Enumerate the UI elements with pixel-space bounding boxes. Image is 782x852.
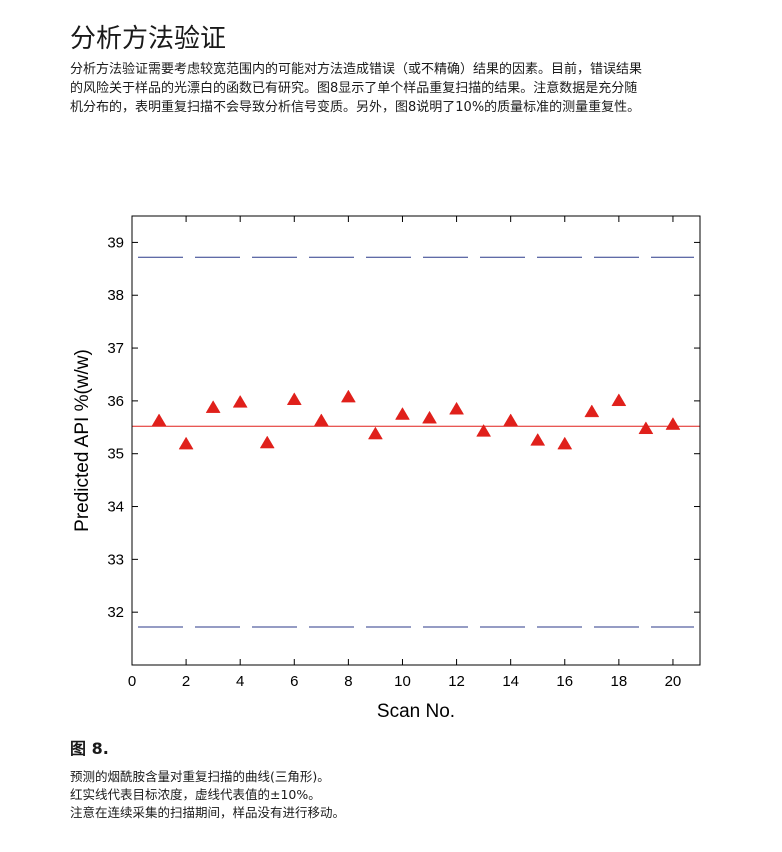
intro-line: 分析方法验证需要考虑较宽范围内的可能对方法造成错误（或不精确）结果的因素。目前，… [70,62,643,77]
y-axis-label: Predicted API %(w/w) [72,349,93,532]
data-point-triangle [232,394,248,408]
data-point-triangle [611,393,627,407]
data-point-triangle [286,392,302,405]
x-tick-label: 8 [344,673,352,690]
y-tick-label: 32 [107,604,124,621]
x-tick-label: 2 [182,673,190,690]
scatter-chart: 0 2 4 6 8 10 12 14 16 18 20 32 33 34 35 36 37 38 39 Scan No… [72,215,701,722]
data-point-triangle [313,413,329,427]
y-tick-label: 33 [107,551,124,568]
data-point-triangle [205,400,221,413]
data-point-triangle [259,435,275,449]
data-point-triangle [503,413,519,427]
data-point-triangle [638,421,654,435]
y-tick-label: 38 [107,287,124,304]
data-point-triangle [530,433,546,446]
data-point-triangle [449,401,465,415]
x-tick-label: 10 [394,673,411,690]
data-point-triangle [178,436,194,450]
data-point-triangle [584,404,600,418]
data-point-triangle [151,413,167,427]
x-tick-label: 4 [236,673,244,690]
figure-label: 图 8. [70,739,109,758]
plot-frame [131,215,701,666]
caption-line: 注意在连续采集的扫描期间，样品没有进行移动。 [70,805,346,820]
page-title: 分析方法验证 [70,24,227,54]
intro-paragraph: 分析方法验证需要考虑较宽范围内的可能对方法造成错误（或不精确）结果的因素。目前，… [70,60,730,117]
data-point-triangle [665,417,681,430]
caption-line: 红实线代表目标浓度，虚线代表值的±10%。 [70,787,321,802]
intro-line: 的风险关于样品的光漂白的函数已有研究。图8显示了单个样品重复扫描的结果。注意数据… [70,81,638,96]
y-tick-label: 35 [107,446,124,463]
x-tick-label: 20 [665,673,682,690]
data-point-triangle [422,410,437,424]
data-point-triangle [367,426,383,440]
data-point-triangle [476,424,492,437]
x-tick-label: 18 [611,673,628,690]
caption-line: 预测的烟酰胺含量对重复扫描的曲线(三角形)。 [70,769,330,784]
x-tick-label: 6 [290,673,298,690]
y-tick-label: 36 [107,393,124,410]
x-tick-label: 12 [448,673,465,690]
data-point-triangle [340,389,356,403]
x-tick-label: 14 [502,673,519,690]
y-tick-label: 37 [107,340,124,357]
data-point-triangle [395,407,410,420]
y-tick-label: 39 [107,234,124,251]
figure-caption: 预测的烟酰胺含量对重复扫描的曲线(三角形)。 红实线代表目标浓度，虚线代表值的±… [70,768,345,822]
data-point-triangle [557,436,573,450]
x-tick-label: 16 [556,673,573,690]
x-tick-label: 0 [128,673,136,690]
y-tick-label: 34 [107,499,124,516]
x-axis-label: Scan No. [377,701,455,722]
intro-line: 机分布的，表明重复扫描不会导致分析信号变质。另外，图8说明了10%的质量标准的测… [70,100,641,115]
